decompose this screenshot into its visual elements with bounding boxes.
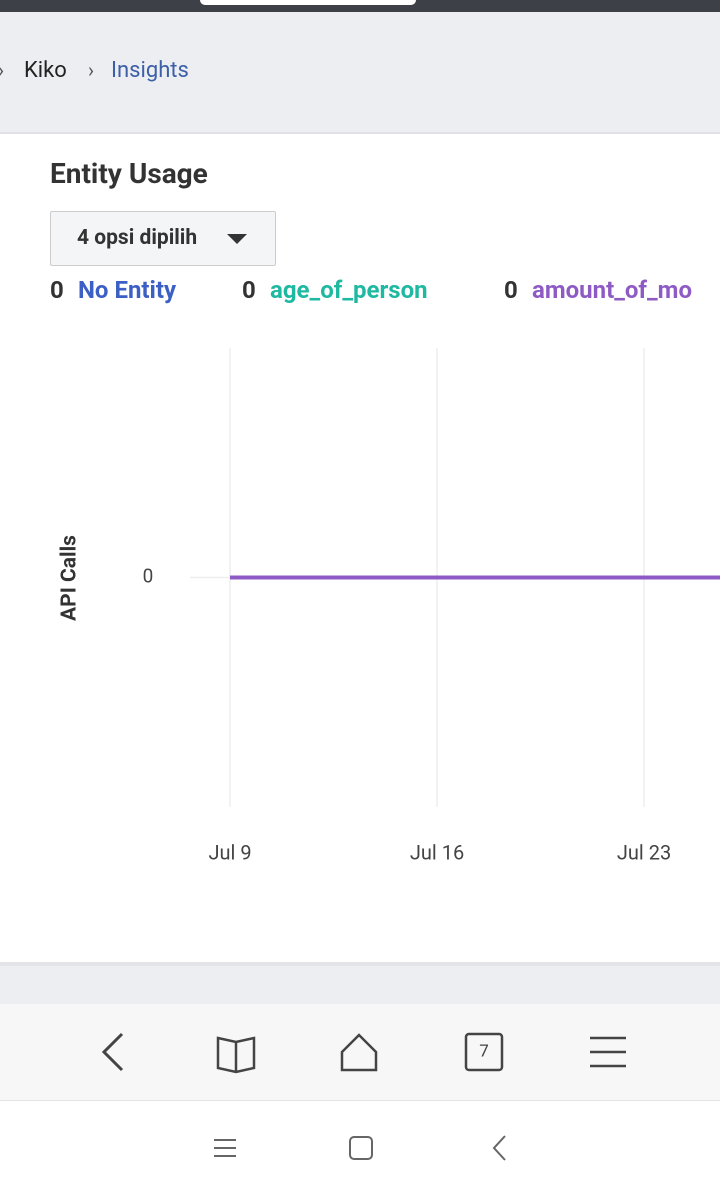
y-tick-label: 0 [143,565,154,588]
breadcrumb-item[interactable]: Insights [111,58,189,83]
bookmarks-button[interactable] [216,1036,256,1074]
x-tick-label: Jul 16 [410,840,464,864]
legend-name: age_of_person [270,276,428,304]
legend-count: 0 [242,276,256,304]
home-nav[interactable] [349,1136,373,1160]
legend-name: No Entity [78,276,177,304]
chart: API Calls 0 Jul 9 Jul 16 Jul 23 [58,348,720,864]
tabs-button[interactable] [464,1032,504,1072]
card-title: Entity Usage [50,157,208,190]
y-axis-label: API Calls [58,535,82,621]
home-button[interactable] [340,1033,378,1072]
footer-gap [0,962,720,1008]
recent-apps[interactable] [214,1139,236,1157]
menu-button[interactable] [590,1036,626,1068]
legend-count: 0 [50,276,64,304]
browser-toolbar: 7 [0,1004,720,1101]
toolbar-icons: 7 [101,1032,626,1074]
breadcrumb-item[interactable]: Kiko [24,58,67,83]
legend-name: amount_of_mo [532,276,693,304]
dropdown-label: 4 opsi dipilih [77,226,198,250]
x-tick-label: Jul 9 [208,840,251,864]
dropdown-arrow [227,234,247,244]
url-pill [200,0,416,5]
x-tick-label: Jul 23 [617,840,671,864]
back-nav[interactable] [492,1135,506,1161]
status-bar [0,0,720,12]
tab-count: 7 [479,1041,489,1061]
nav-bar [214,1135,506,1161]
chevron: › [88,58,95,82]
dropdown[interactable]: 4 opsi dipilih [50,211,276,266]
chevron: › [0,58,4,82]
back-button[interactable] [101,1032,124,1072]
breadcrumb-bar: › Kiko › Insights [0,12,720,134]
legend-count: 0 [504,276,518,304]
